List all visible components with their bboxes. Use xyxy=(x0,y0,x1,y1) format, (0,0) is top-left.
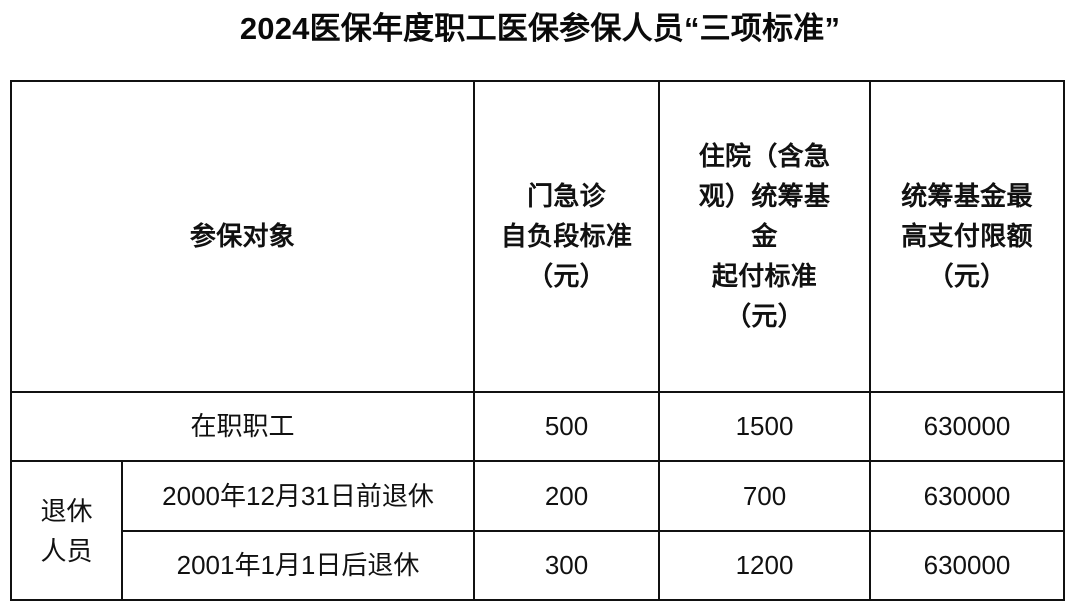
page-title: 2024医保年度职工医保参保人员“三项标准” xyxy=(239,11,841,46)
header-inpatient-line-4: 起付标准 xyxy=(711,261,818,292)
header-cap-line-1: 统筹基金最 xyxy=(901,181,1033,212)
row-retired-after-2001-outpatient: 300 xyxy=(473,529,661,602)
row-active-employee-cap: 630000 xyxy=(869,390,1066,463)
header-inpatient-line-5: （元） xyxy=(725,301,804,332)
header-cap-line-3: （元） xyxy=(927,261,1007,292)
retiree-label-line-2: 人员 xyxy=(40,535,93,566)
header-inpatient-threshold: 住院（含急 观）统筹基 金 起付标准 （元） xyxy=(658,80,872,393)
header-cap-line-2: 高支付限额 xyxy=(901,221,1033,252)
header-outpatient-deductible: 门急诊 自负段标准 （元） xyxy=(473,80,661,393)
row-retired-before-2001-object: 2000年12月31日前退休 xyxy=(120,460,476,532)
header-outpatient-line-1: 门急诊 xyxy=(527,181,606,212)
row-active-employee-inpatient: 1500 xyxy=(658,390,872,463)
header-inpatient-line-3: 金 xyxy=(751,221,778,252)
header-inpatient-line-2: 观）统筹基 xyxy=(698,181,831,212)
header-outpatient-line-3: （元） xyxy=(527,261,606,292)
row-retired-before-2001-inpatient: 700 xyxy=(658,460,872,532)
row-active-employee-object: 在职职工 xyxy=(9,390,476,463)
row-retired-after-2001-object: 2001年1月1日后退休 xyxy=(120,529,476,602)
row-active-employee-outpatient: 500 xyxy=(473,390,661,463)
header-outpatient-line-2: 自负段标准 xyxy=(500,221,633,252)
header-inpatient-line-1: 住院（含急 xyxy=(698,141,831,172)
header-insured-object: 参保对象 xyxy=(9,80,476,393)
row-retired-after-2001-cap: 630000 xyxy=(869,529,1066,602)
table-row: 2001年1月1日后退休 300 1200 630000 xyxy=(11,529,1066,602)
row-group-label-retiree: 退休 人员 xyxy=(10,460,123,601)
row-retired-before-2001-outpatient: 200 xyxy=(473,460,661,532)
row-retired-after-2001-inpatient: 1200 xyxy=(658,529,872,602)
standards-table-container: 参保对象 门急诊 自负段标准 （元） 住院（含急 观）统筹基 金 起付标准 （元… xyxy=(9,80,1066,602)
row-retired-before-2001-cap: 630000 xyxy=(869,460,1066,532)
retiree-label-line-1: 退休 xyxy=(40,495,93,526)
table-header-row: 参保对象 门急诊 自负段标准 （元） 住院（含急 观）统筹基 金 起付标准 （元… xyxy=(9,80,1066,393)
table-row: 退休 人员 2000年12月31日前退休 200 700 630000 xyxy=(10,460,1066,601)
standards-table: 参保对象 门急诊 自负段标准 （元） 住院（含急 观）统筹基 金 起付标准 （元… xyxy=(9,80,1066,602)
header-fund-max-payment: 统筹基金最 高支付限额 （元） xyxy=(869,80,1066,393)
table-row: 在职职工 500 1500 630000 xyxy=(9,390,1066,463)
